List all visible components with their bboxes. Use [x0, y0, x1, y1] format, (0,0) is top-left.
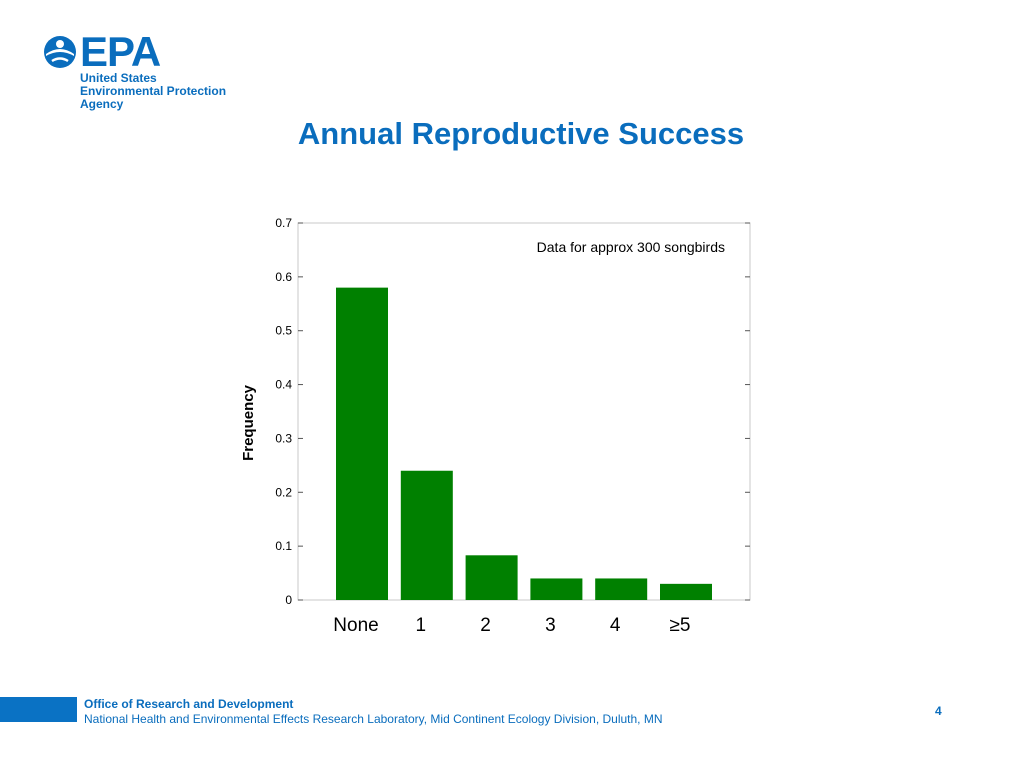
bar: [595, 578, 648, 600]
epa-logo: EPA United States Environmental Protecti…: [42, 28, 242, 114]
x-tick-label: 2: [480, 615, 491, 636]
footer-accent-bar: [0, 697, 77, 722]
y-tick-label: 0.7: [275, 216, 292, 230]
bar: [465, 555, 518, 600]
x-tick-label: ≥5: [670, 615, 691, 636]
x-tick-label: 1: [416, 615, 427, 636]
y-axis-label: Frequency: [240, 384, 257, 461]
x-tick-label: 3: [545, 615, 556, 636]
slide-title: Annual Reproductive Success: [297, 116, 745, 151]
footer-lab: National Health and Environmental Effect…: [84, 712, 663, 726]
logo-line: United States: [80, 71, 157, 85]
y-tick-label: 0.1: [275, 539, 292, 553]
logo-line: Environmental Protection: [80, 84, 227, 98]
y-tick-label: 0.6: [275, 270, 292, 284]
bar: [660, 583, 712, 600]
bar: [530, 578, 583, 600]
logo-wordmark: EPA: [80, 28, 161, 75]
chart-annotation: Data for approx 300 songbirds: [537, 239, 725, 255]
footer-org: Office of Research and Development: [84, 697, 294, 711]
y-tick-label: 0.3: [275, 431, 292, 445]
plot-frame: [297, 222, 751, 601]
x-tick-label: None: [333, 615, 378, 636]
x-tick-label: 4: [610, 615, 621, 636]
y-tick-label: 0: [285, 593, 292, 607]
y-tick-label: 0.4: [275, 378, 292, 392]
logo-agency-name: United States Environmental Protection A…: [80, 72, 226, 111]
y-tick-label: 0.5: [275, 324, 292, 338]
bar: [400, 470, 453, 600]
bar: [336, 287, 388, 600]
epa-flower-icon: [44, 36, 76, 68]
y-tick-label: 0.2: [275, 485, 292, 499]
page-number: 4: [935, 704, 942, 718]
logo-line: Agency: [80, 97, 124, 111]
bar-chart: 0 0.1 0.2 0.3 0.4 0.5 0.6 0.7 None 1 2 3 4 ≥5 Frequenc…: [240, 216, 751, 636]
